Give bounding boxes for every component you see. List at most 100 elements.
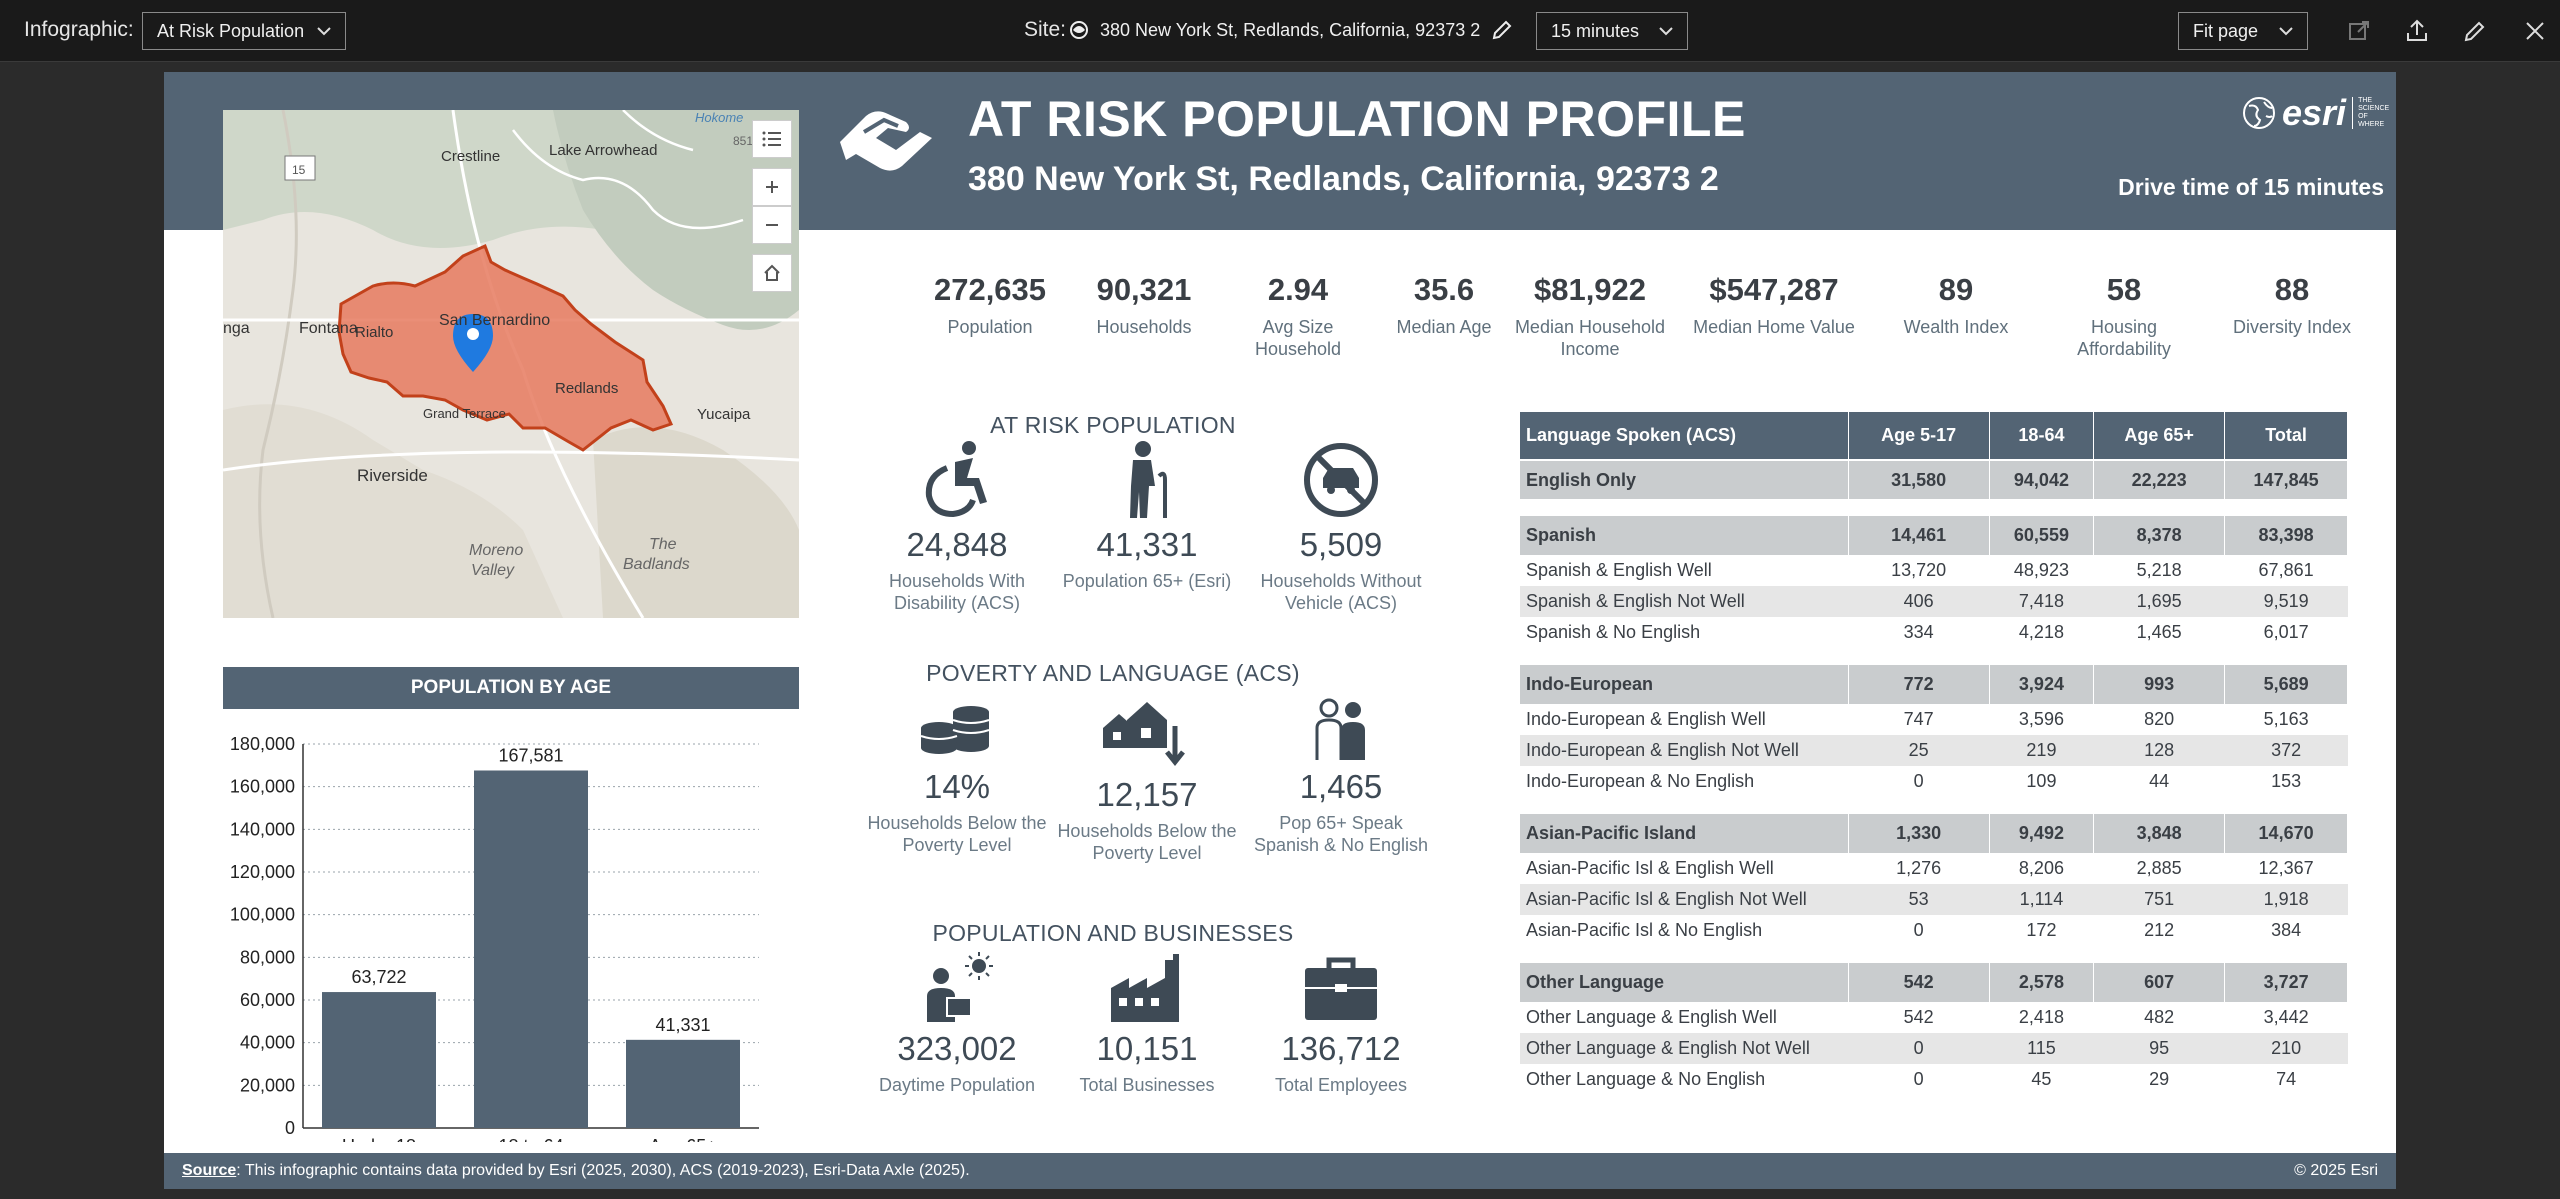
infographic-footer: Source: This infographic contains data p…: [164, 1153, 2396, 1189]
value-cell: 8,378: [2093, 516, 2226, 555]
value-cell: 67,861: [2258, 560, 2314, 580]
houses-down-icon: [1103, 702, 1185, 767]
poverty-item-no-english: 1,465 Pop 65+ Speak Spanish & No English: [1246, 698, 1436, 856]
value-cell: 3,848: [2093, 814, 2226, 853]
value-cell: 993: [2093, 665, 2226, 704]
stat-item: 35.6 Median Age: [1379, 272, 1509, 338]
y-tick-label: 40,000: [240, 1033, 295, 1053]
edit-icon[interactable]: [2462, 18, 2488, 44]
close-icon[interactable]: [2522, 18, 2548, 44]
poverty-item-percent: 14% Households Below the Poverty Level: [862, 698, 1052, 856]
chevron-down-icon: [1659, 27, 1673, 36]
map-label: Riverside: [357, 466, 428, 485]
row-spacer: [1520, 946, 2348, 963]
infographic-dropdown-value: At Risk Population: [157, 20, 305, 41]
map-label: Fontana: [299, 320, 358, 337]
poverty-label: Households Below the Poverty Level: [867, 813, 1047, 855]
table-row: Spanish & English Well 13,720 48,923 5,218 6…: [1520, 555, 2348, 586]
stat-label: Median Household Income: [1514, 317, 1666, 359]
value-cell: 25: [1848, 735, 1990, 766]
value-cell: 747: [1903, 709, 1934, 729]
value-cell: 9,492: [1989, 814, 2095, 853]
table-row: Spanish & No English 334 4,218 1,465 6,017: [1520, 617, 2348, 648]
spacer-cell: [1520, 499, 2348, 516]
language-cell: Indo-European & English Not Well: [1520, 735, 1848, 766]
stat-label: Housing Affordability: [2077, 317, 2171, 359]
value-cell: 31,580: [1848, 459, 1990, 499]
value-cell: 210: [2224, 1033, 2348, 1064]
stat-item: 88 Diversity Index: [2232, 272, 2352, 338]
language-cell: Other Language & No English: [1526, 1069, 1766, 1089]
value-cell: 372: [2224, 735, 2348, 766]
drive-time-label: Drive time of 15 minutes: [2118, 174, 2384, 200]
value-cell: 83,398: [2224, 516, 2348, 555]
map-label: The: [649, 536, 677, 553]
zoom-out-button[interactable]: [752, 206, 792, 244]
zoom-dropdown[interactable]: Fit page: [2178, 12, 2308, 50]
map-label: Redlands: [555, 380, 619, 397]
no-car-icon: [1304, 443, 1378, 517]
table-group-row: English Only 31,580 94,042 22,223 147,845: [1520, 459, 2348, 499]
factory-icon: [1111, 954, 1179, 1022]
site-map[interactable]: 15 Crestline Lake Arrowhead Fontana Rial…: [223, 110, 799, 618]
value-cell: 5,218: [2136, 560, 2182, 580]
map-legend-button[interactable]: [752, 120, 792, 158]
home-button[interactable]: [752, 254, 792, 292]
drive-time-dropdown[interactable]: 15 minutes: [1536, 12, 1688, 50]
value-cell: 153: [2271, 771, 2302, 791]
value-cell: 8,206: [2018, 858, 2064, 878]
value-cell: 406: [1848, 586, 1990, 617]
y-tick-label: 120,000: [230, 862, 295, 882]
map-label: Grand Terrace: [423, 406, 506, 421]
value-cell: 0: [1848, 1033, 1990, 1064]
table-row: Spanish & English Not Well 406 7,418 1,695 9…: [1520, 586, 2348, 617]
value-cell: 5,689: [2224, 665, 2348, 704]
map-label: San Bernardino: [439, 312, 551, 329]
spacer-cell: [1520, 946, 2348, 963]
y-tick-label: 80,000: [240, 947, 295, 967]
map-label: Crestline: [441, 148, 501, 165]
spacer-cell: [1520, 648, 2348, 665]
map-label: Hokome: [695, 110, 744, 125]
at-risk-value: 41,331: [1096, 526, 1198, 563]
value-cell: 1,695: [2093, 586, 2225, 617]
chevron-down-icon: [317, 27, 331, 36]
map-label: 851: [733, 134, 754, 148]
open-external-icon[interactable]: [2346, 18, 2372, 44]
value-cell: 0: [1913, 920, 1924, 940]
business-value: 136,712: [1281, 1030, 1401, 1067]
value-cell: 115: [1989, 1033, 2094, 1064]
stat-item: 2.94 Avg Size Household: [1223, 272, 1373, 360]
value-cell: 482: [2144, 1007, 2175, 1027]
population-by-age-chart: 0 20,000 40,000 60,000 80,000 100,000 120,000 1…: [230, 734, 759, 1142]
language-cell: Asian-Pacific Isl & English Not Well: [1520, 884, 1848, 915]
business-value: 10,151: [1096, 1030, 1198, 1067]
stat-value: 90,321: [1096, 272, 1192, 307]
value-cell: 1,465: [2136, 622, 2182, 642]
at-risk-label: Households Without Vehicle (ACS): [1260, 571, 1422, 613]
map-label-15: 15: [292, 163, 306, 177]
poverty-label: Pop 65+ Speak Spanish & No English: [1253, 813, 1429, 855]
helping-hands-icon: [840, 111, 932, 171]
at-risk-label: Population 65+ (Esri): [1062, 571, 1232, 591]
top-toolbar: Infographic: At Risk Population Site: 38…: [0, 0, 2560, 62]
language-cell: Asian-Pacific Isl & No English: [1526, 920, 1763, 940]
x-tick-label: Age 65+: [649, 1136, 717, 1142]
table-row: Other Language & English Not Well 0 115 95 2…: [1520, 1033, 2348, 1064]
zoom-in-button[interactable]: [752, 168, 792, 206]
export-icon[interactable]: [2404, 18, 2430, 44]
value-cell: 109: [2026, 771, 2057, 791]
value-cell: 7,418: [1989, 586, 2094, 617]
list-icon: [762, 131, 781, 147]
value-cell: 542: [1848, 963, 1990, 1002]
language-cell: Spanish & English Well: [1526, 560, 1712, 580]
source-link[interactable]: Source: [182, 1162, 237, 1179]
edit-site-icon[interactable]: [1490, 18, 1514, 42]
map-canvas[interactable]: 15: [223, 110, 799, 618]
table-row: Indo-European & English Well 747 3,596 820 5…: [1520, 704, 2348, 735]
value-cell: 384: [2271, 920, 2302, 940]
value-cell: 128: [2093, 735, 2225, 766]
infographic-dropdown[interactable]: At Risk Population: [142, 12, 346, 50]
stat-label: Median Age: [1396, 317, 1492, 337]
at-risk-item-disability: 24,848 Households With Disability (ACS): [862, 440, 1052, 614]
